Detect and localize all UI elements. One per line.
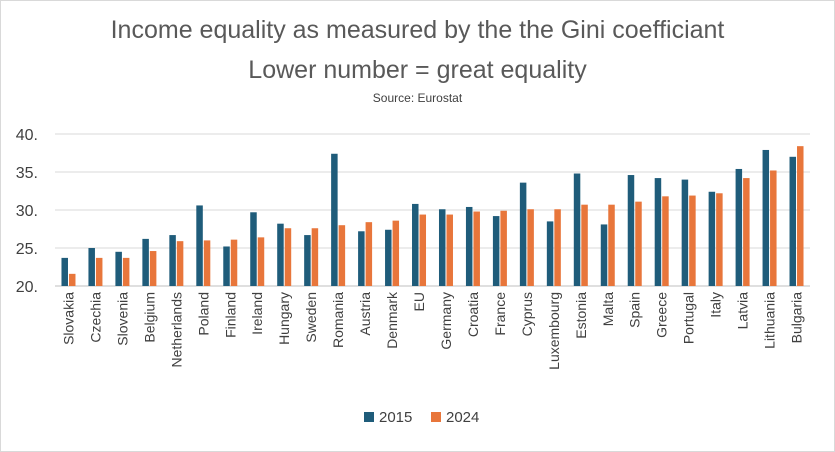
bar-2015-lithuania (762, 149, 770, 286)
bar-2024-spain (635, 201, 642, 286)
bar-2015-luxembourg (546, 221, 554, 286)
bar-2024-bulgaria (797, 146, 804, 286)
bar-2024-lithuania (770, 170, 777, 286)
x-tick-label: Finland (222, 292, 238, 338)
bar-2015-czechia (88, 248, 95, 286)
bar-2024-poland (203, 240, 211, 286)
bar-2024-estonia (581, 204, 588, 286)
x-tick-label: Germany (438, 292, 454, 350)
bar-2015-romania (331, 153, 338, 286)
x-tick-label: Denmark (384, 291, 400, 349)
legend-label-2024: 2024 (446, 409, 479, 426)
x-tick-label: Czechia (87, 292, 103, 343)
bar-2024-france (500, 210, 507, 286)
bar-2015-belgium (142, 238, 149, 286)
bar-2024-cyprus (527, 209, 534, 286)
legend-swatch-2024 (431, 412, 441, 422)
x-tick-label: Estonia (573, 292, 589, 339)
x-tick-label: Netherlands (168, 292, 184, 368)
x-tick-label: Slovenia (114, 292, 130, 346)
x-tick-label: Sweden (303, 292, 319, 343)
bar-2024-slovakia (68, 273, 76, 286)
bar-2024-denmark (392, 220, 400, 286)
x-tick-label: Poland (195, 292, 211, 336)
chart-title: Income equality as measured by the the G… (110, 16, 725, 44)
chart-source: Source: Eurostat (372, 91, 463, 105)
x-tick-label: Belgium (141, 292, 157, 343)
bar-2024-latvia (743, 178, 750, 286)
bar-2024-romania (338, 225, 346, 286)
bar-2024-austria (365, 222, 373, 286)
bar-2015-latvia (735, 168, 743, 286)
bar-2015-bulgaria (789, 156, 797, 286)
bar-2015-slovenia (115, 251, 122, 286)
legend-swatch-2015 (364, 412, 374, 422)
x-tick-label: Romania (330, 292, 346, 348)
x-tick-label: Slovakia (60, 292, 76, 345)
bar-2015-slovakia (61, 257, 68, 286)
x-tick-label: Hungary (276, 292, 292, 345)
x-tick-label: Cyprus (519, 292, 535, 336)
bar-2015-finland (223, 246, 230, 286)
bar-2024-portugal (689, 195, 696, 286)
bar-2024-hungary (284, 228, 292, 286)
bar-2024-ireland (257, 237, 265, 286)
bar-2024-eu (419, 214, 427, 286)
x-tick-label: Portugal (681, 292, 697, 344)
bar-2015-italy (708, 191, 716, 286)
y-tick-label: 20. (16, 279, 38, 296)
x-tick-label: Italy (708, 292, 724, 318)
bar-2015-sweden (304, 235, 311, 286)
x-tick-label: Croatia (465, 292, 481, 337)
bar-2015-france (492, 216, 500, 286)
bar-2015-cyprus (519, 182, 527, 286)
bar-2024-netherlands (176, 241, 184, 286)
bar-2024-luxembourg (554, 209, 561, 286)
bar-2024-sweden (311, 228, 319, 286)
bar-2015-croatia (465, 206, 473, 286)
y-tick-label: 25. (16, 241, 38, 258)
chart-subtitle: Lower number = great equality (248, 56, 587, 84)
bar-2024-germany (446, 214, 453, 286)
bar-2015-estonia (573, 173, 581, 286)
legend-label-2015: 2015 (379, 409, 412, 426)
x-tick-label: Malta (600, 292, 616, 326)
bar-2015-ireland (250, 212, 257, 286)
bar-2024-slovenia (122, 257, 130, 286)
x-tick-label: Luxembourg (546, 292, 562, 370)
bar-2024-czechia (95, 257, 103, 286)
bar-2015-netherlands (169, 235, 176, 286)
bar-2015-portugal (681, 179, 689, 286)
bar-2015-denmark (385, 229, 392, 286)
y-tick-label: 40. (16, 127, 38, 144)
x-tick-label: Greece (654, 292, 670, 338)
x-tick-label: Latvia (735, 292, 751, 330)
x-tick-label: EU (411, 292, 427, 311)
bar-2015-spain (627, 175, 635, 286)
bar-2015-malta (600, 224, 608, 286)
y-tick-label: 30. (16, 203, 38, 220)
x-tick-label: Ireland (249, 292, 265, 335)
bar-2015-poland (196, 205, 203, 286)
bar-2024-greece (662, 196, 669, 286)
bar-2015-germany (438, 209, 446, 286)
x-tick-label: Austria (357, 292, 373, 336)
bar-2024-croatia (473, 211, 480, 286)
bar-2015-greece (654, 178, 662, 286)
y-tick-label: 35. (16, 165, 38, 182)
bar-2015-hungary (277, 223, 284, 286)
x-tick-label: Lithuania (762, 292, 778, 349)
x-tick-label: Bulgaria (789, 292, 805, 344)
bar-2015-austria (358, 231, 365, 286)
bar-2024-finland (230, 239, 238, 286)
bar-2015-eu (412, 203, 419, 286)
bar-2024-belgium (149, 251, 157, 286)
x-tick-label: Spain (627, 292, 643, 328)
x-tick-label: France (492, 292, 508, 336)
bar-2024-malta (608, 204, 615, 286)
bar-2024-italy (716, 193, 723, 286)
